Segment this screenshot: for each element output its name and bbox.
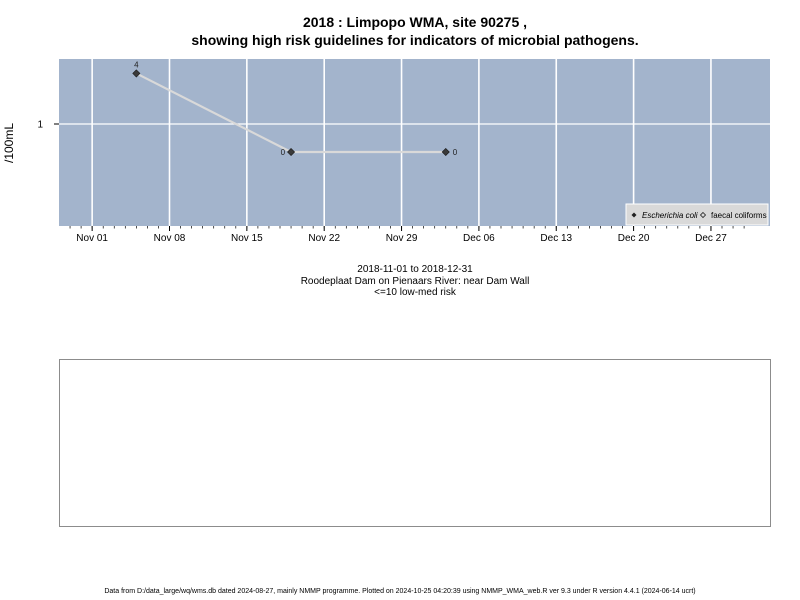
- data-label: 0: [453, 148, 458, 157]
- data-label: 4: [134, 60, 139, 69]
- empty-plot-panel: [59, 359, 771, 527]
- legend-marker-filled-diamond: [631, 212, 637, 218]
- x-tick-label: Nov 08: [154, 233, 186, 244]
- chart: Nov 01 Nov 08 Nov 15 Nov 22 Nov 29 Dec 06 Dec …: [2, 59, 770, 244]
- legend-label: Escherichia coli: [642, 211, 698, 220]
- legend-label: faecal coliforms: [711, 211, 767, 220]
- x-tick-label: Dec 20: [618, 233, 650, 244]
- date-range-caption: 2018-11-01 to 2018-12-31: [357, 264, 473, 275]
- data-point: [441, 147, 450, 157]
- x-tick-label: Dec 06: [463, 233, 495, 244]
- x-tick-label: Dec 13: [540, 233, 572, 244]
- legend: Escherichia coli faecal coliforms: [625, 203, 769, 226]
- x-tick-label: Nov 01: [76, 233, 108, 244]
- site-caption: Roodeplaat Dam on Pienaars River: near D…: [300, 276, 530, 287]
- footer-note: Data from D:/data_large/wq/wms.db dated …: [104, 588, 696, 595]
- grid: [59, 59, 770, 226]
- x-tick-label: Dec 27: [695, 233, 727, 244]
- data-point: [132, 69, 141, 78]
- data-label: 0: [281, 148, 286, 157]
- axes: Nov 01 Nov 08 Nov 15 Nov 22 Nov 29 Dec 06 Dec …: [37, 120, 745, 244]
- x-tick-label: Nov 22: [308, 233, 340, 244]
- legend-marker-open-diamond: [699, 211, 707, 219]
- x-tick-label: Nov 15: [231, 233, 263, 244]
- plot-panel: [59, 59, 770, 226]
- y-tick-label: 1: [37, 120, 43, 131]
- legend-box: [625, 203, 769, 226]
- series: 4 0 0: [132, 60, 458, 157]
- x-tick-label: Nov 29: [386, 233, 418, 244]
- chart-title-line-2: showing high risk guidelines for indicat…: [191, 32, 639, 48]
- risk-caption: <=10 low-med risk: [374, 287, 456, 298]
- chart-title-line-1: 2018 : Limpopo WMA, site 90275 ,: [302, 14, 528, 30]
- data-point: [287, 147, 296, 157]
- y-axis-label: /100mL: [2, 123, 16, 163]
